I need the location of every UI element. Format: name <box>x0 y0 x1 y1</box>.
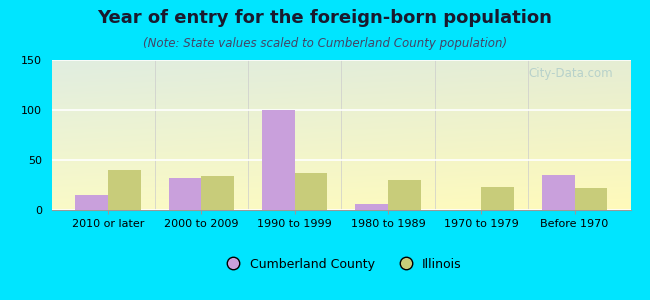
Bar <box>575 188 607 210</box>
Text: (Note: State values scaled to Cumberland County population): (Note: State values scaled to Cumberland… <box>143 38 507 50</box>
Text: City-Data.com: City-Data.com <box>528 68 613 80</box>
Bar <box>108 170 140 210</box>
Bar <box>75 195 108 210</box>
Bar <box>542 175 575 210</box>
Bar <box>356 204 388 210</box>
Bar <box>202 176 234 210</box>
Bar <box>294 173 327 210</box>
Text: Year of entry for the foreign-born population: Year of entry for the foreign-born popul… <box>98 9 552 27</box>
Bar <box>388 180 421 210</box>
Bar <box>168 178 202 210</box>
Bar <box>262 110 294 210</box>
Bar <box>481 187 514 210</box>
Legend: Cumberland County, Illinois: Cumberland County, Illinois <box>216 253 467 276</box>
